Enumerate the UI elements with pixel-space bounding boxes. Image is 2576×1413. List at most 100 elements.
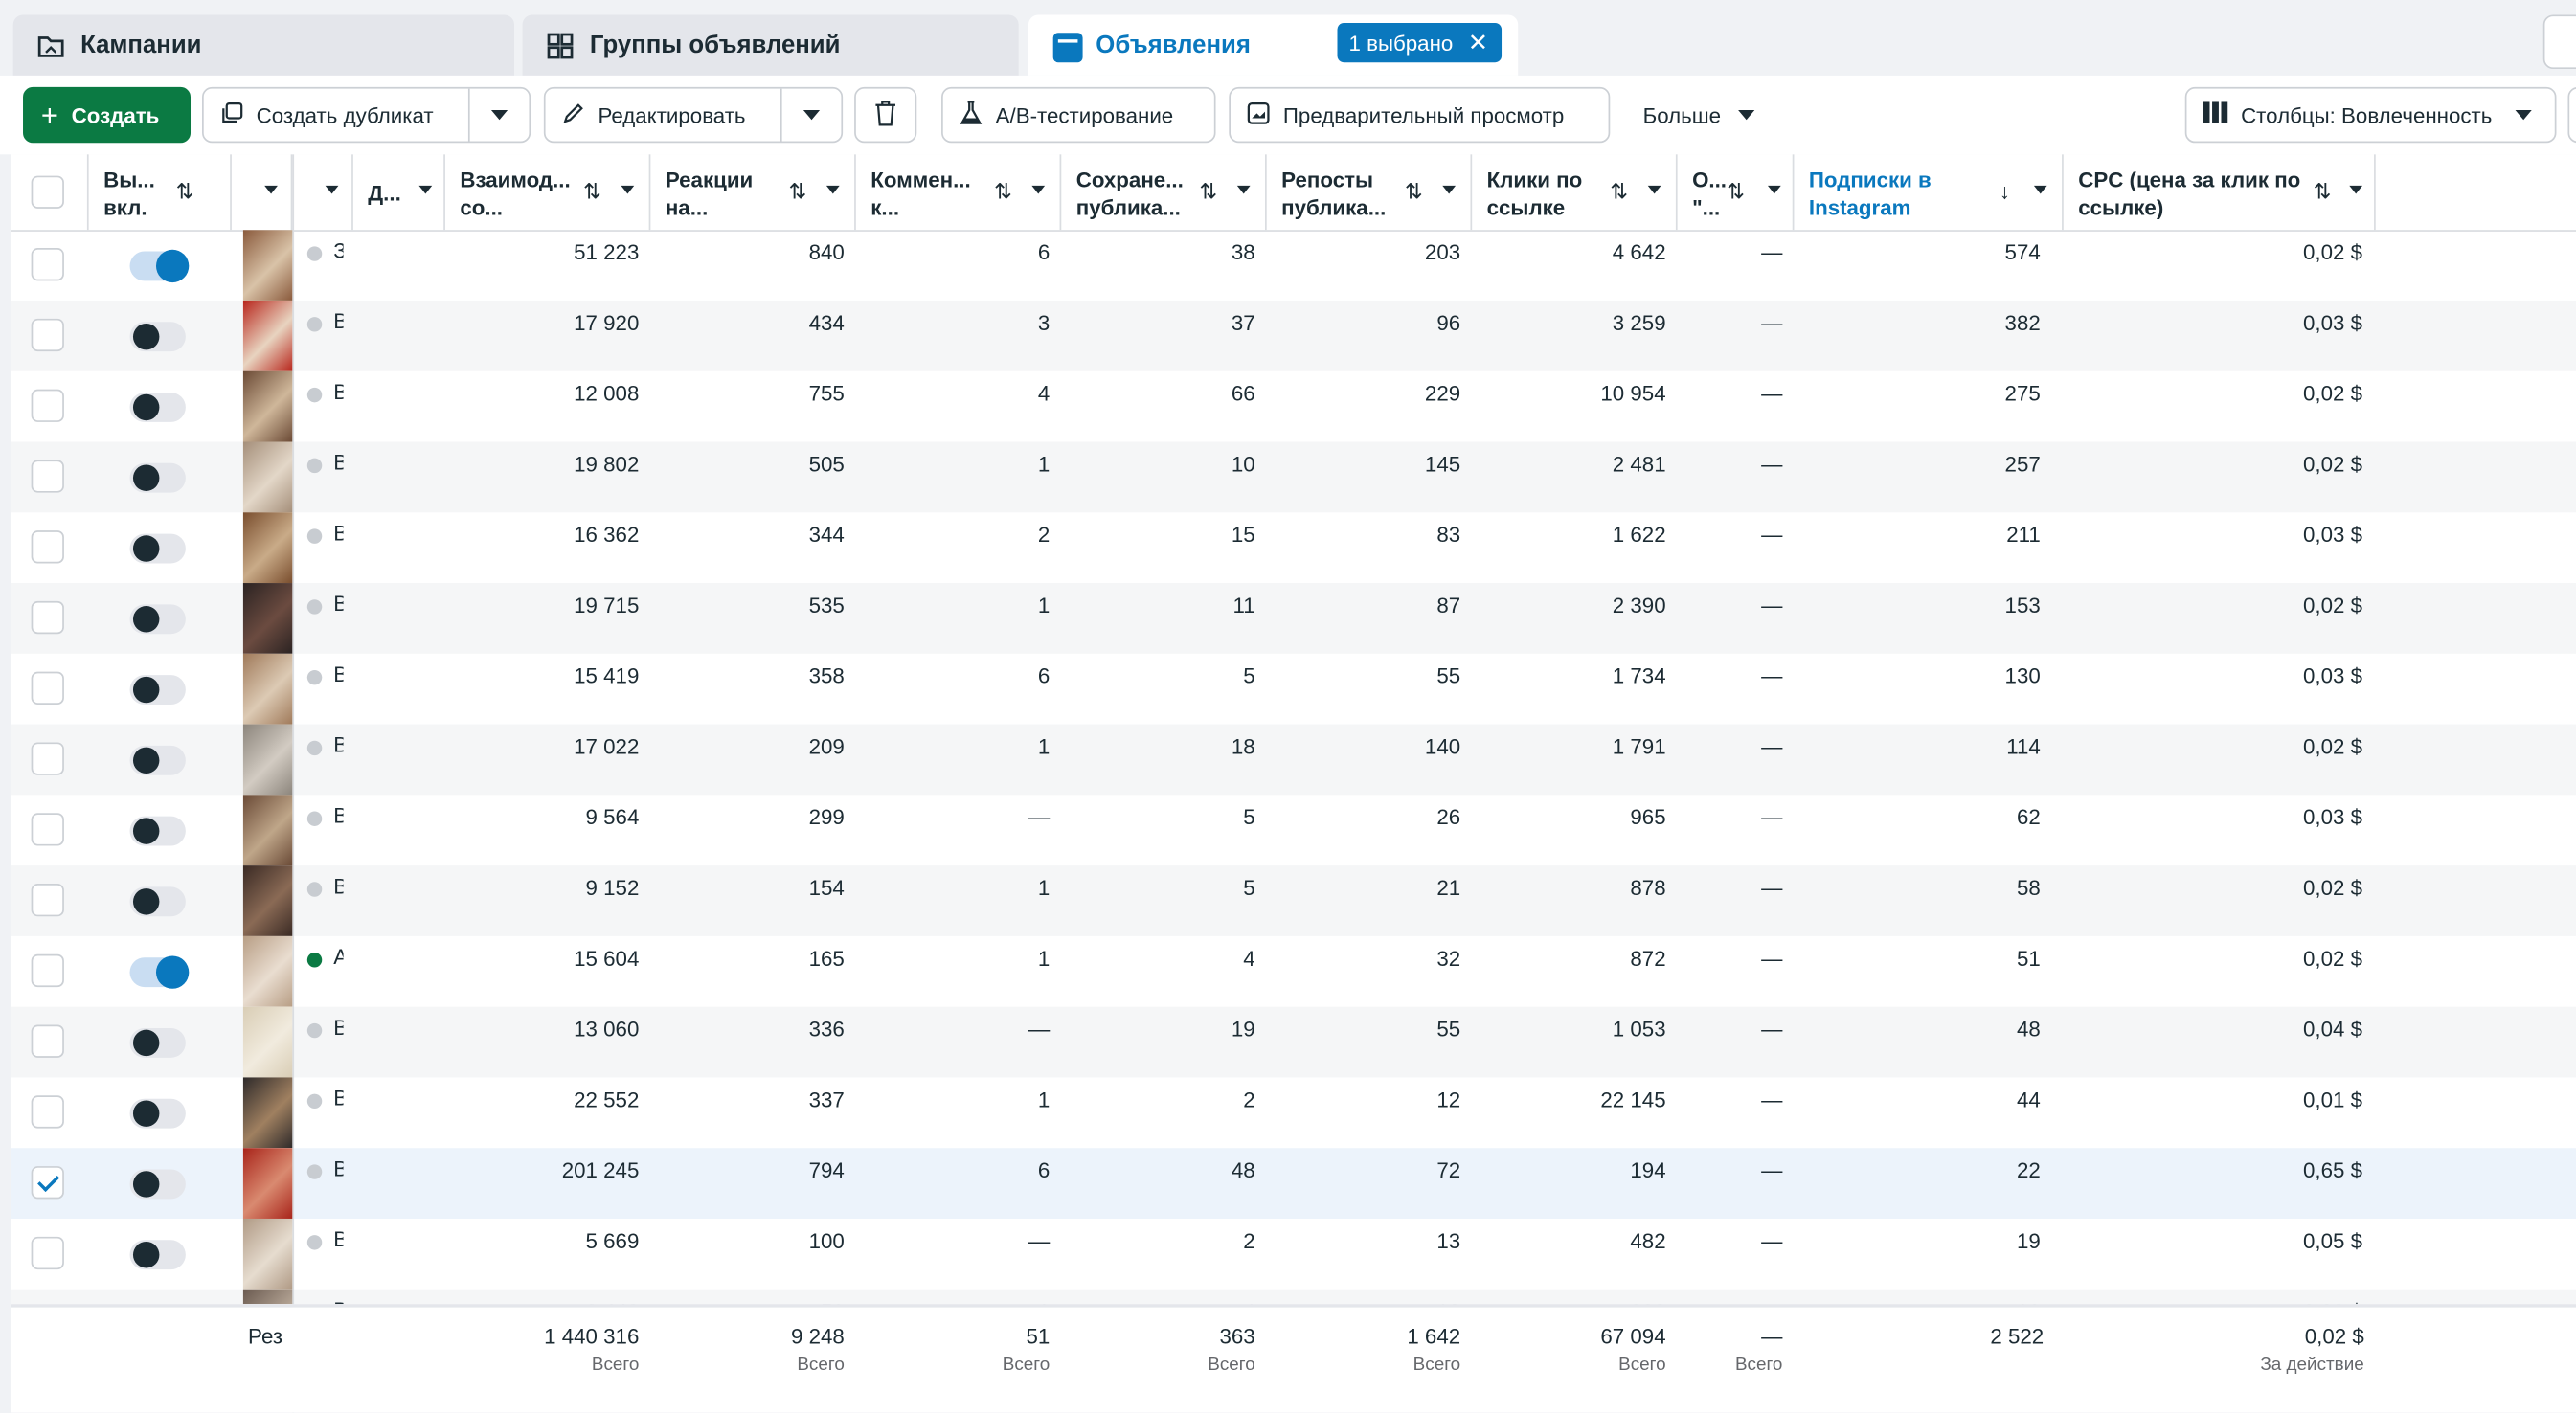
row-checkbox[interactable] (31, 1236, 64, 1270)
row-checkbox[interactable] (31, 248, 64, 281)
ad-name[interactable]: В (333, 662, 343, 686)
delivery-toggle[interactable] (129, 745, 186, 775)
ad-name[interactable]: А (333, 944, 343, 969)
more-button[interactable]: Больше (1626, 86, 1774, 144)
sort-icon[interactable]: ⇅ (1199, 179, 1218, 204)
table-row[interactable]: В 201 245 794 6 48 72 194 — 22 0,65 $ (11, 1148, 2576, 1219)
caret-down-icon[interactable] (325, 185, 339, 194)
delivery-toggle[interactable] (129, 1027, 186, 1058)
sort-desc-icon[interactable]: ↓ (1999, 179, 2011, 204)
table-row[interactable]: В 12 008 755 4 66 229 10 954 — 275 0,02 $ (11, 370, 2576, 442)
row-checkbox[interactable] (31, 318, 64, 352)
row-checkbox[interactable] (31, 530, 64, 564)
caret-down-icon[interactable] (1647, 185, 1661, 194)
delivery-toggle[interactable] (129, 1169, 186, 1200)
ad-thumbnail[interactable] (242, 441, 293, 513)
ad-name[interactable]: В (333, 379, 343, 404)
ad-thumbnail[interactable] (242, 512, 293, 584)
delivery-toggle[interactable] (129, 462, 186, 493)
row-checkbox[interactable] (31, 600, 64, 635)
delivery-toggle[interactable] (129, 816, 186, 846)
ad-name[interactable]: В (333, 1015, 343, 1040)
delivery-toggle[interactable] (129, 886, 186, 917)
table-row[interactable]: В 17 022 209 1 18 140 1 791 — 114 0,02 $ (11, 724, 2576, 796)
row-checkbox[interactable] (31, 953, 64, 988)
delivery-toggle[interactable] (129, 392, 186, 422)
columns-button[interactable]: Столбцы: Вовлеченность (2184, 86, 2557, 144)
header-o[interactable]: О... "... ⇅ (1678, 154, 1795, 231)
header-link-clicks[interactable]: Клики по ссылке ⇅ (1472, 154, 1678, 231)
ad-thumbnail[interactable] (242, 1077, 293, 1149)
sort-icon[interactable]: ⇅ (2313, 179, 2332, 204)
edit-dropdown[interactable] (780, 88, 841, 142)
ad-thumbnail[interactable] (242, 653, 293, 725)
delivery-toggle[interactable] (129, 533, 186, 564)
tab-adsets[interactable]: Группы объявлений (522, 14, 1019, 76)
ad-thumbnail[interactable] (242, 1289, 293, 1305)
ad-name[interactable]: В (333, 450, 343, 475)
header-shares[interactable]: Репосты публика... ⇅ (1267, 154, 1473, 231)
caret-down-icon[interactable] (418, 185, 433, 194)
ad-thumbnail[interactable] (242, 370, 293, 442)
delete-button[interactable] (854, 86, 917, 144)
ad-name[interactable]: В (333, 803, 343, 828)
header-cpc[interactable]: CPC (цена за клик по ссылке) ⇅ (2064, 154, 2376, 231)
sort-icon[interactable]: ⇅ (583, 179, 601, 204)
row-checkbox[interactable] (31, 1024, 64, 1058)
duplicate-dropdown[interactable] (467, 88, 529, 142)
caret-down-icon[interactable] (1442, 185, 1457, 194)
ad-thumbnail[interactable] (242, 1218, 293, 1290)
header-comments[interactable]: Коммен... к... ⇅ (856, 154, 1062, 231)
delivery-toggle[interactable] (129, 1098, 186, 1129)
caret-down-icon[interactable] (2349, 185, 2363, 194)
delivery-toggle[interactable] (129, 955, 190, 989)
ad-name[interactable]: В (333, 1156, 343, 1181)
ad-name[interactable]: З (333, 238, 343, 263)
sort-icon[interactable]: ⇅ (1610, 179, 1628, 204)
ad-thumbnail[interactable] (242, 1148, 293, 1219)
duplicate-button[interactable]: Создать дубликат (202, 86, 531, 144)
table-row[interactable]: В 9 564 299 — 5 26 965 — 62 0,03 $ (11, 795, 2576, 866)
row-checkbox[interactable] (31, 1095, 64, 1129)
sort-icon[interactable]: ⇅ (1727, 179, 1745, 204)
delivery-toggle[interactable] (129, 1240, 186, 1270)
ad-name[interactable]: В (333, 732, 343, 757)
edit-button[interactable]: Редактировать (543, 86, 844, 144)
row-checkbox[interactable] (31, 742, 64, 775)
table-row[interactable]: В 17 920 434 3 37 96 3 259 — 382 0,03 $ (11, 300, 2576, 371)
caret-down-icon[interactable] (264, 185, 278, 194)
ad-thumbnail[interactable] (242, 583, 293, 654)
ad-name[interactable]: В (333, 1297, 343, 1304)
caret-down-icon[interactable] (621, 185, 635, 194)
table-row[interactable]: В 5 669 100 — 2 13 482 — 19 0,05 $ (11, 1218, 2576, 1290)
row-checkbox[interactable] (31, 389, 64, 422)
toolbar-extra-button[interactable] (2567, 86, 2576, 144)
ad-name[interactable]: В (333, 309, 343, 334)
preview-button[interactable]: Предварительный просмотр (1229, 86, 1611, 144)
table-row[interactable]: В 13 060 336 — 19 55 1 053 — 48 0,04 $ (11, 1006, 2576, 1078)
ad-thumbnail[interactable] (242, 795, 293, 866)
header-ig-follows[interactable]: Подписки в Instagram ↓ (1794, 154, 2064, 231)
table-row[interactable]: З 51 223 840 6 38 203 4 642 — 574 0,02 $ (11, 230, 2576, 301)
view-options-button[interactable] (2542, 14, 2576, 70)
ad-thumbnail[interactable] (242, 1006, 293, 1078)
caret-down-icon[interactable] (825, 185, 840, 194)
table-row[interactable]: В 9 152 154 1 5 21 878 — 58 0,02 $ (11, 865, 2576, 936)
ad-name[interactable]: В (333, 521, 343, 546)
ad-name[interactable]: В (333, 592, 343, 617)
caret-down-icon[interactable] (2033, 185, 2047, 194)
ad-name[interactable]: В (333, 874, 343, 899)
ad-thumbnail[interactable] (242, 865, 293, 936)
row-checkbox[interactable] (31, 883, 64, 917)
row-checkbox[interactable] (31, 460, 64, 493)
row-checkbox[interactable] (31, 813, 64, 846)
sort-icon[interactable]: ⇅ (993, 179, 1012, 204)
row-checkbox[interactable] (31, 1166, 64, 1200)
header-reactions[interactable]: Реакции на... ⇅ (650, 154, 856, 231)
header-delivery[interactable]: Вы... вкл. ⇅ (89, 154, 232, 231)
sort-icon[interactable]: ⇅ (175, 179, 194, 204)
caret-down-icon[interactable] (1236, 185, 1251, 194)
ad-thumbnail[interactable] (242, 300, 293, 371)
ad-thumbnail[interactable] (242, 724, 293, 796)
